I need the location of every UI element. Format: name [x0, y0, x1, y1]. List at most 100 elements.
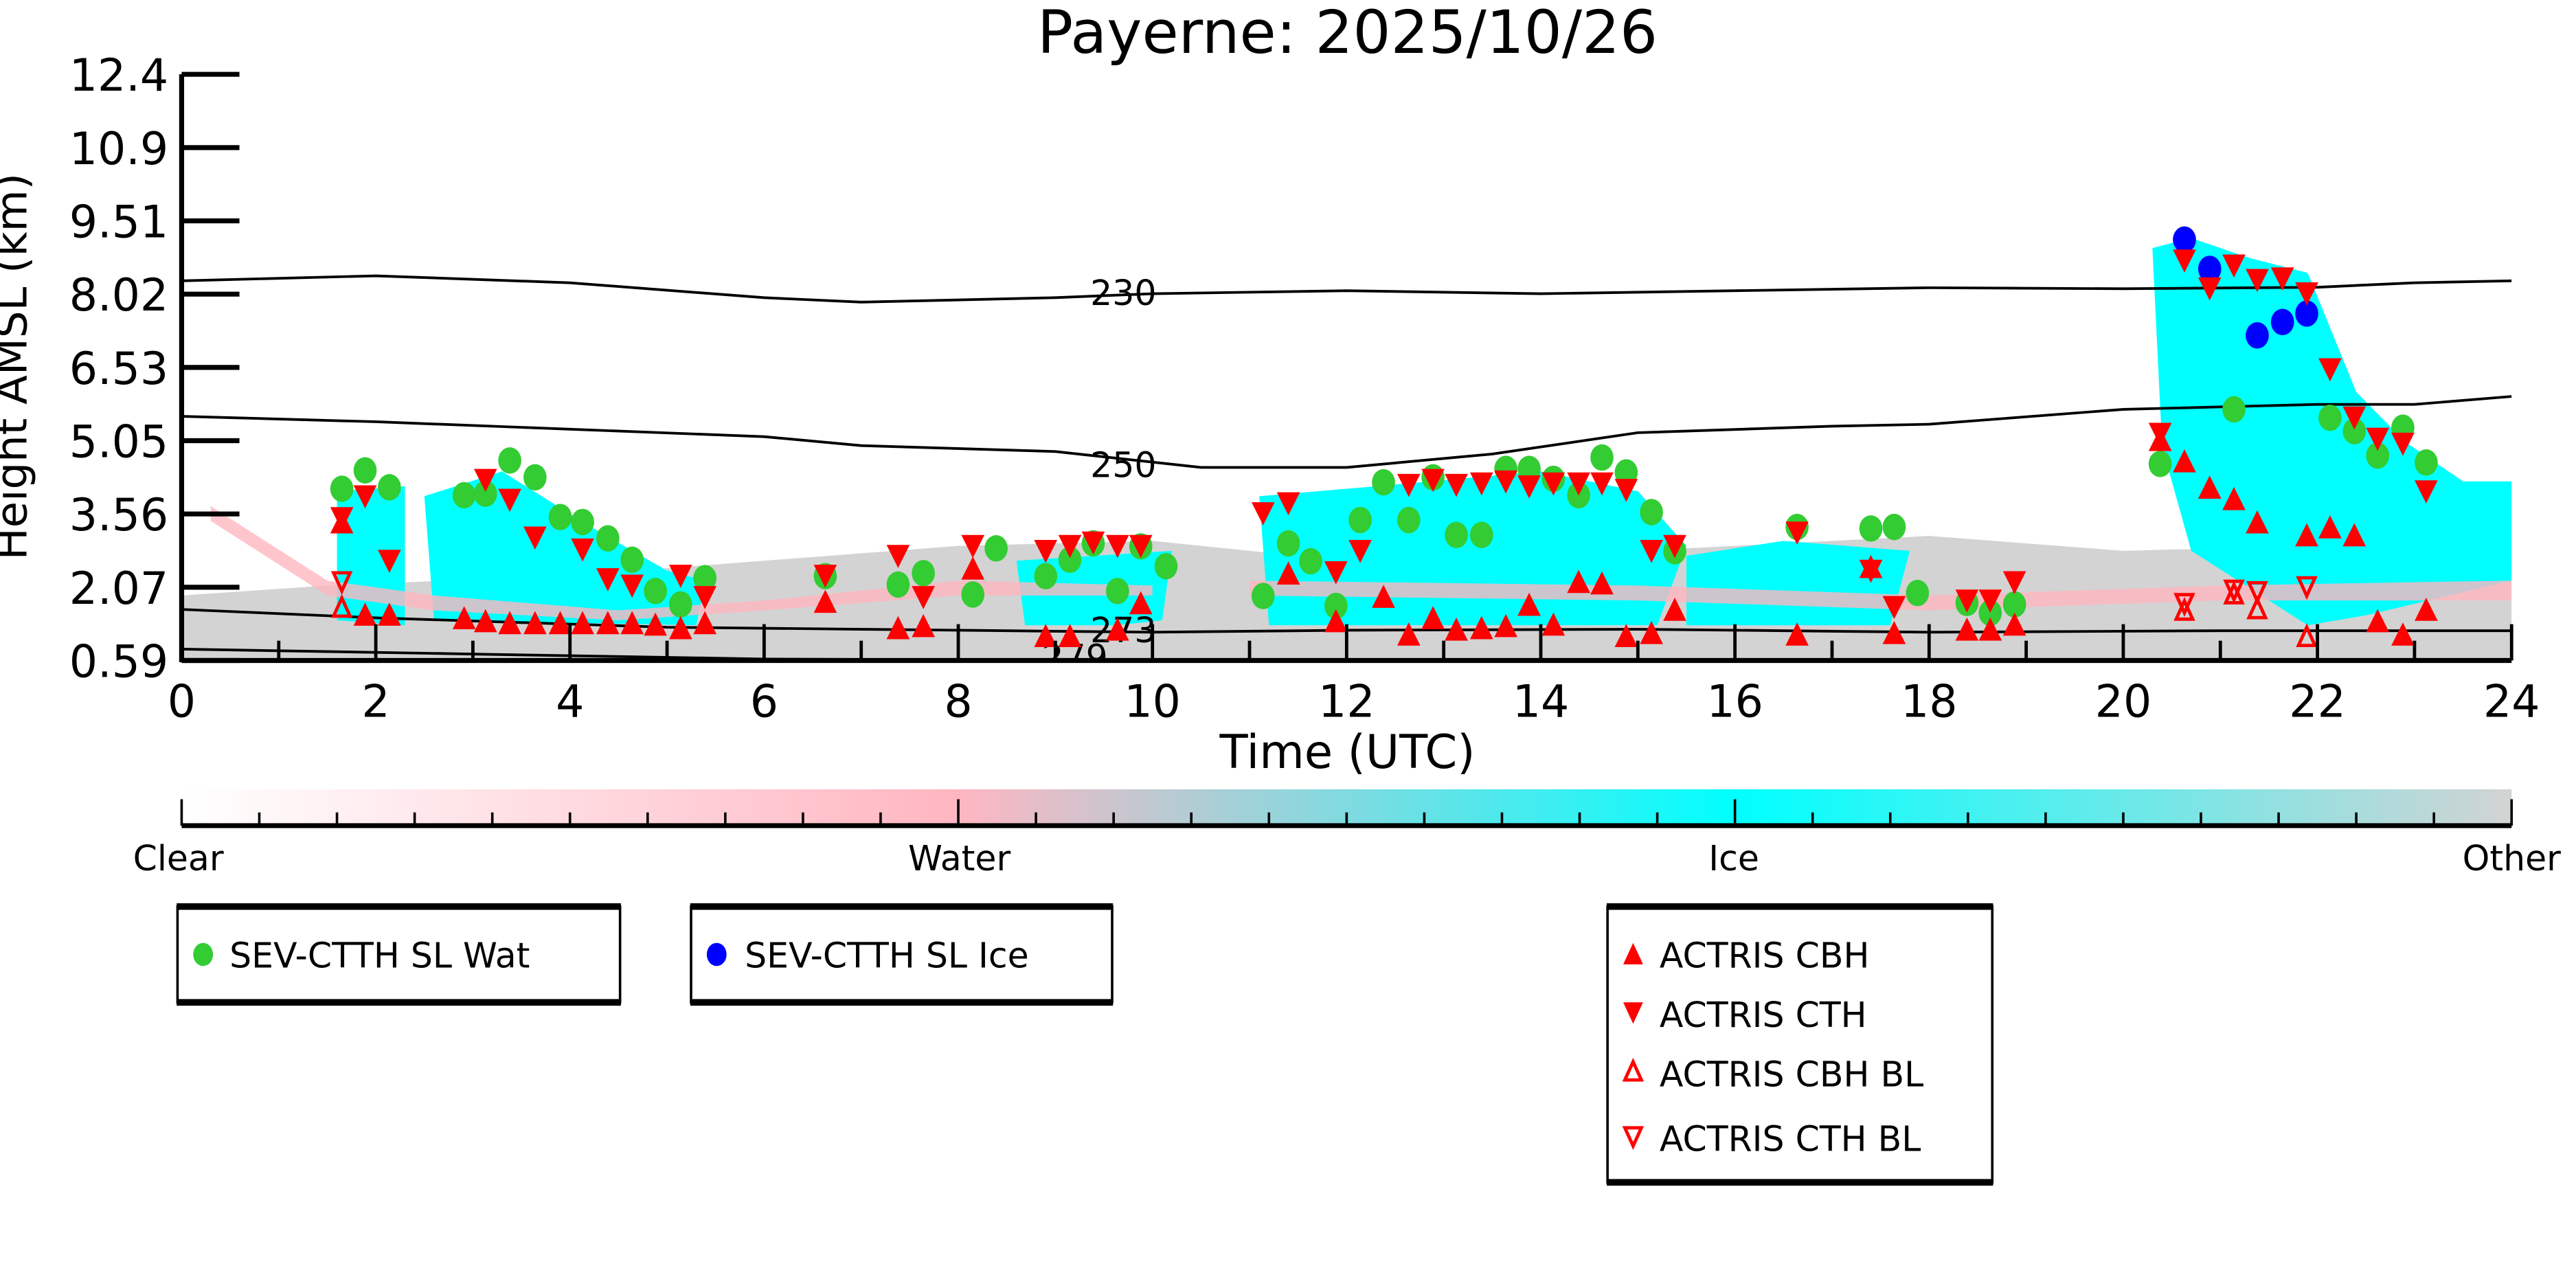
y-tick-label: 6.53 [69, 343, 168, 395]
actris-cth-point [1105, 534, 1129, 558]
actris-cth-point [2318, 358, 2342, 382]
x-tick-label: 20 [2095, 676, 2152, 727]
y-tick-label: 8.02 [69, 270, 168, 321]
sev-ctth-sl-wat-point [912, 560, 935, 587]
sev-ctth-sl-wat-point [620, 546, 644, 574]
legend-label: ACTRIS CTH [1660, 995, 1867, 1035]
actris-cbh-point [1469, 615, 1493, 640]
actris-cth-point [1517, 475, 1541, 499]
actris-cbh-bl-point [2296, 623, 2318, 648]
sev-ctth-sl-wat-point [2002, 591, 2026, 618]
x-tick-label: 16 [1706, 676, 1763, 727]
actris-cth-point [1663, 534, 1686, 558]
contour-label-230: 230 [1090, 273, 1156, 313]
sev-ctth-sl-wat-point [378, 474, 401, 501]
x-tick-label: 0 [168, 676, 196, 727]
actris-cth-point [961, 534, 985, 558]
sev-ctth-sl-wat-point [1445, 521, 1468, 548]
actris-cbh-point [1590, 571, 1614, 595]
x-tick-label: 6 [750, 676, 778, 727]
x-tick-label: 10 [1124, 676, 1181, 727]
actris-cth-point [378, 550, 401, 574]
y-tick-label: 12.4 [69, 50, 168, 102]
actris-cth-point [693, 586, 716, 609]
x-tick-label: 12 [1318, 676, 1375, 727]
colorbar: Clear Water Ice Other [133, 789, 2562, 879]
actris-cbh-point [2197, 475, 2222, 499]
legend-label: ACTRIS CBH [1660, 936, 1870, 976]
actris-cbh-point [2246, 510, 2269, 534]
sev-ctth-sl-wat-point [1469, 521, 1493, 548]
x-axis-label: Time (UTC) [1219, 725, 1476, 779]
sev-ctth-sl-ice-point [2197, 256, 2222, 282]
sev-ctth-sl-wat-point [473, 480, 497, 507]
sev-ctth-sl-wat-point [1590, 444, 1614, 471]
actris-cth-bl-point [2223, 579, 2245, 604]
sev-ctth-sl-ice-point [2270, 308, 2294, 335]
green-circle-icon [193, 942, 214, 967]
sev-ctth-sl-wat-point [353, 457, 377, 484]
actris-cth-point [1785, 521, 1809, 545]
actris-cth-point [1445, 473, 1468, 497]
actris-cth-point [1859, 559, 1883, 583]
sev-ctth-sl-wat-point [669, 591, 692, 618]
sev-ctth-sl-wat-point [1034, 563, 1058, 589]
sev-ctth-sl-wat-point [1058, 546, 1082, 574]
legend-actris: ACTRIS CBH ACTRIS CTH ACTRIS CBH BL ACTR… [1606, 903, 1994, 1186]
sev-ctth-sl-wat-point [1299, 547, 1322, 575]
sev-ctth-sl-wat-point [1372, 468, 1395, 496]
sev-ctth-sl-wat-point [1640, 499, 1663, 526]
actris-cth-point [2246, 269, 2269, 293]
legend-sev-wat: SEV-CTTH SL Wat [176, 903, 622, 1006]
actris-cth-point [1955, 589, 1979, 613]
sev-ctth-sl-wat-point [1859, 515, 1883, 542]
actris-cbh-point [378, 602, 401, 626]
sev-ctth-sl-wat-point [2366, 442, 2390, 469]
actris-cbh-point [1614, 624, 1638, 648]
actris-cth-point [2222, 254, 2246, 278]
actris-cbh-point [1978, 617, 2002, 641]
legend-label: ACTRIS CBH BL [1660, 1054, 1923, 1095]
actris-cbh-point [1276, 561, 1300, 585]
actris-cth-point [353, 485, 377, 509]
actris-cbh-point [2002, 612, 2026, 636]
sev-ctth-sl-wat-point [2318, 404, 2342, 431]
temperature-contours: 230250273279 [181, 273, 2512, 661]
contour-line-230 [181, 274, 2512, 304]
actris-cbh-point [886, 615, 910, 640]
colorbar-label-other: Other [2463, 838, 2562, 879]
actris-cbh-point [2222, 486, 2246, 510]
sev-ctth-sl-wat-point [644, 578, 667, 605]
y-axis-label: Height AMSL (km) [0, 173, 36, 560]
actris-cth-point [2415, 480, 2438, 504]
actris-cth-point [330, 507, 354, 530]
actris-cth-point [523, 526, 547, 550]
sev-ctth-sl-wat-point [1154, 553, 1178, 580]
actris-cth-point [1590, 472, 1614, 496]
legend-sev-ice: SEV-CTTH SL Ice [690, 903, 1114, 1006]
legend-label: ACTRIS CTH BL [1660, 1118, 1921, 1159]
actris-cth-point [1397, 473, 1421, 497]
sev-ctth-sl-wat-point [330, 475, 354, 502]
sev-ctth-sl-wat-point [1105, 578, 1129, 605]
actris-cth-point [1978, 589, 2002, 613]
actris-cbh-point [1541, 612, 1566, 636]
sev-ctth-sl-wat-point [571, 508, 594, 536]
y-tick-label: 10.9 [69, 124, 168, 175]
actris-cbh-point [912, 613, 935, 637]
colorbar-ticks [180, 799, 2513, 826]
sev-ctth-sl-ice-point [2295, 300, 2318, 327]
x-tick-label: 8 [944, 676, 972, 727]
actris-cbh-point [1882, 621, 1906, 644]
actris-cbh-point [596, 611, 620, 635]
actris-cth-point [886, 545, 910, 568]
sev-ctth-sl-wat-point [2222, 396, 2246, 423]
actris-cbh-point [452, 606, 476, 629]
actris-cth-point [1640, 539, 1663, 563]
actris-cth-point [1058, 534, 1082, 558]
triangle-down-icon [1623, 1002, 1643, 1024]
actris-cth-bl-point [2296, 576, 2318, 600]
markers [330, 226, 2438, 648]
actris-cth-point [2270, 267, 2294, 291]
